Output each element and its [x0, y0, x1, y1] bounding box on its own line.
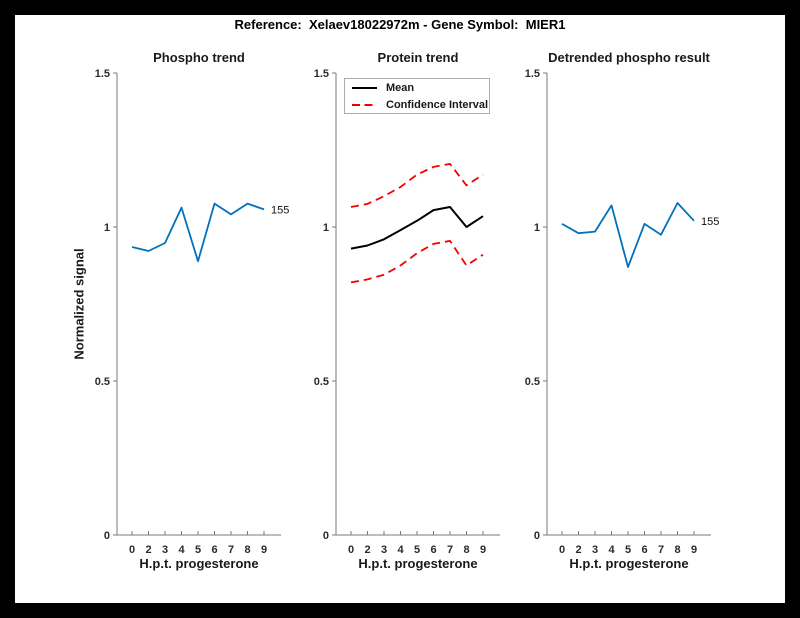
legend-entry-confidence-interval: Confidence Interval	[351, 97, 489, 112]
subplot2-title: Protein trend	[377, 50, 459, 65]
confidence-interval-line-swatch	[352, 103, 377, 106]
y-axis-label: Normalized signal	[71, 248, 87, 360]
legend-label-confidence-interval: Confidence Interval	[386, 98, 489, 111]
figure-title: Reference: Xelaev18022972m - Gene Symbol…	[234, 17, 566, 32]
mean-line-swatch	[352, 86, 377, 89]
subplot1-x-axis-label: H.p.t. progesterone	[139, 556, 259, 571]
legend: Mean Confidence Interval	[344, 78, 490, 114]
subplot3-title: Detrended phospho result	[548, 50, 710, 65]
subplot2-x-axis-label: H.p.t. progesterone	[358, 556, 478, 571]
subplot3-x-axis-label: H.p.t. progesterone	[569, 556, 689, 571]
legend-label-mean: Mean	[386, 81, 415, 94]
legend-entry-mean: Mean	[351, 80, 489, 95]
subplot1-title: Phospho trend	[153, 50, 245, 65]
